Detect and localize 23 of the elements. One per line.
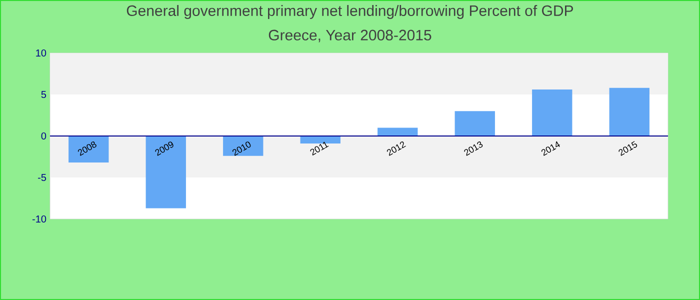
y-tick-label: -10	[32, 215, 46, 223]
chart-title: General government primary net lending/borrowing Percent of GDP	[126, 5, 573, 19]
x-tick-label: 2010	[232, 142, 251, 156]
x-tick-label: 2011	[310, 142, 329, 156]
y-tick-label: 5	[41, 91, 46, 98]
x-tick-label: 2009	[155, 142, 174, 156]
bar	[146, 136, 186, 208]
x-tick-label: 2015	[618, 141, 638, 156]
x-tick-label: 2013	[464, 142, 483, 156]
y-tick-label: -5	[38, 174, 46, 181]
x-tick-label: 2008	[78, 142, 96, 156]
bar	[300, 136, 340, 144]
bar	[532, 90, 572, 136]
bar	[454, 111, 495, 136]
bar	[609, 88, 650, 136]
bar	[378, 128, 418, 136]
chart-subtitle: Greece, Year 2008-2015	[268, 30, 432, 42]
bar	[68, 136, 109, 163]
y-tick-label: 0	[41, 132, 46, 140]
x-tick-label: 2012	[386, 142, 406, 156]
x-tick-label: 2014	[541, 141, 560, 156]
y-tick-label: 10	[36, 49, 46, 57]
bar	[223, 136, 264, 156]
